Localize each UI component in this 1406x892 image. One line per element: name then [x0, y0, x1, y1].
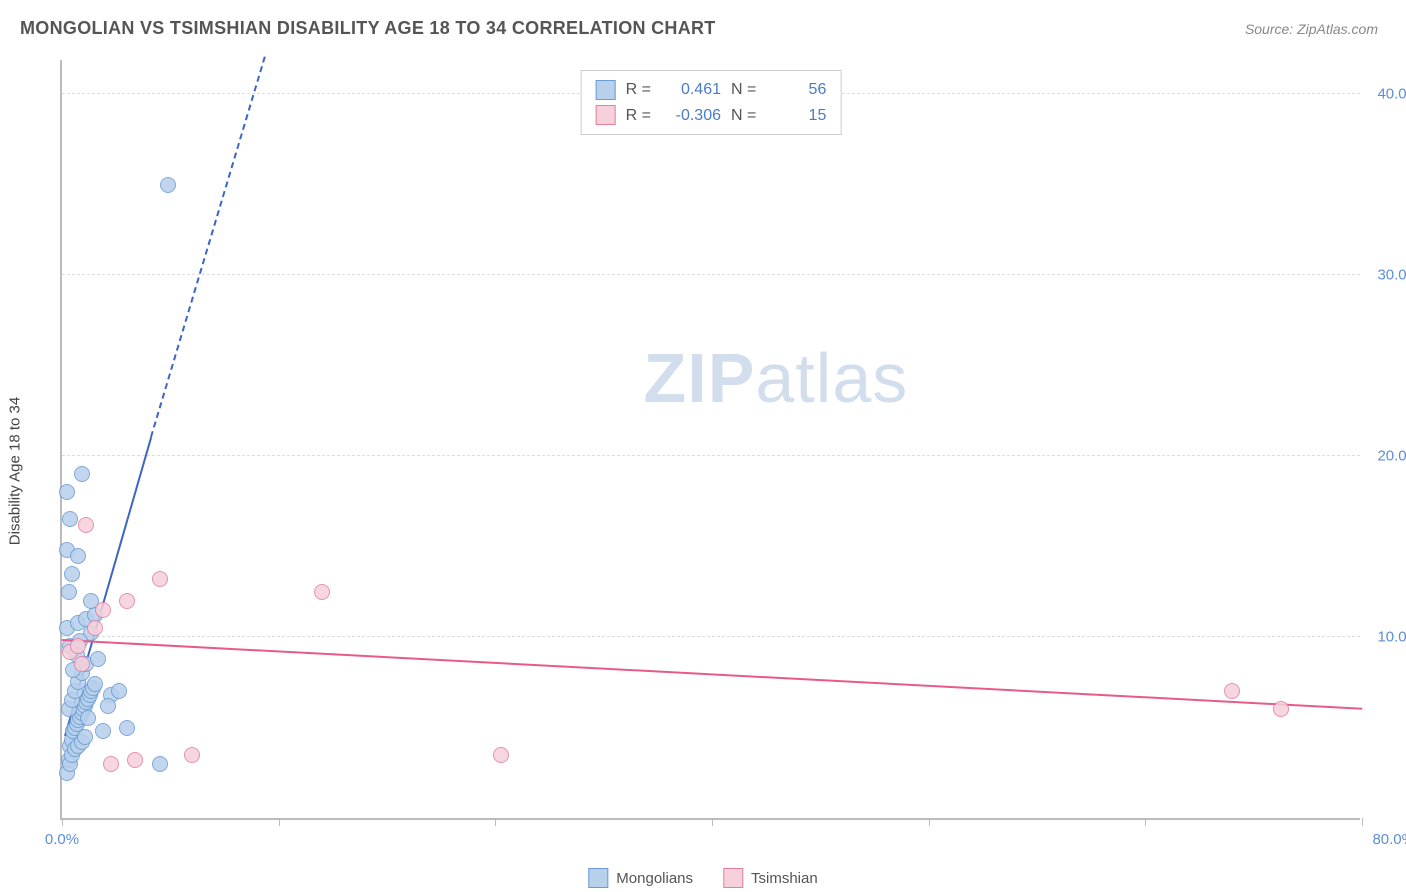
data-point [95, 723, 111, 739]
data-point [127, 752, 143, 768]
data-point [184, 747, 200, 763]
legend-swatch [596, 80, 616, 100]
stat-n-label: N = [731, 77, 756, 103]
data-point [493, 747, 509, 763]
data-point [119, 720, 135, 736]
x-tick [929, 818, 930, 826]
stats-row: R = -0.306 N = 15 [596, 103, 827, 129]
trend-line [62, 639, 1362, 710]
gridline [62, 636, 1360, 637]
data-point [152, 571, 168, 587]
watermark-bold: ZIP [644, 339, 756, 417]
x-tick [1145, 818, 1146, 826]
legend-swatch [596, 105, 616, 125]
stat-r-value: 0.461 [661, 77, 721, 103]
data-point [87, 676, 103, 692]
data-point [70, 638, 86, 654]
y-tick-label: 10.0% [1365, 629, 1406, 646]
x-tick [62, 818, 63, 826]
x-tick [712, 818, 713, 826]
stat-n-value: 15 [766, 103, 826, 129]
data-point [111, 683, 127, 699]
data-point [1224, 683, 1240, 699]
x-tick [495, 818, 496, 826]
bottom-legend: Mongolians Tsimshian [588, 868, 817, 888]
data-point [87, 620, 103, 636]
stat-n-label: N = [731, 103, 756, 129]
data-point [62, 511, 78, 527]
data-point [100, 698, 116, 714]
data-point [61, 584, 77, 600]
data-point [64, 566, 80, 582]
trend-line [150, 57, 266, 438]
y-tick-label: 30.0% [1365, 267, 1406, 284]
x-tick-label: 0.0% [45, 831, 79, 848]
y-tick-label: 20.0% [1365, 448, 1406, 465]
legend-swatch [723, 868, 743, 888]
data-point [160, 177, 176, 193]
watermark: ZIPatlas [644, 338, 909, 418]
y-axis-label: Disability Age 18 to 34 [7, 397, 24, 545]
x-tick [1362, 818, 1363, 826]
legend-label: Tsimshian [751, 870, 818, 887]
data-point [78, 517, 94, 533]
data-point [95, 602, 111, 618]
stat-r-label: R = [626, 103, 651, 129]
x-tick [279, 818, 280, 826]
chart-container: Disability Age 18 to 34 ZIPatlas 10.0%20… [20, 50, 1386, 892]
data-point [314, 584, 330, 600]
legend-item: Tsimshian [723, 868, 818, 888]
data-point [70, 548, 86, 564]
stat-r-label: R = [626, 77, 651, 103]
source-label: Source: ZipAtlas.com [1245, 21, 1378, 37]
stat-r-value: -0.306 [661, 103, 721, 129]
data-point [152, 756, 168, 772]
legend-item: Mongolians [588, 868, 693, 888]
chart-title: MONGOLIAN VS TSIMSHIAN DISABILITY AGE 18… [20, 18, 716, 39]
stats-row: R = 0.461 N = 56 [596, 77, 827, 103]
watermark-light: atlas [755, 339, 908, 417]
data-point [103, 756, 119, 772]
data-point [119, 593, 135, 609]
data-point [1273, 701, 1289, 717]
gridline [62, 274, 1360, 275]
x-tick-label: 80.0% [1360, 831, 1406, 848]
plot-area: ZIPatlas 10.0%20.0%30.0%40.0%0.0%80.0%R … [60, 60, 1360, 820]
stats-legend: R = 0.461 N = 56 R = -0.306 N = 15 [581, 70, 842, 135]
data-point [74, 466, 90, 482]
data-point [80, 710, 96, 726]
data-point [59, 484, 75, 500]
y-tick-label: 40.0% [1365, 86, 1406, 103]
legend-swatch [588, 868, 608, 888]
stat-n-value: 56 [766, 77, 826, 103]
data-point [90, 651, 106, 667]
data-point [77, 729, 93, 745]
data-point [74, 656, 90, 672]
gridline [62, 455, 1360, 456]
legend-label: Mongolians [616, 870, 693, 887]
